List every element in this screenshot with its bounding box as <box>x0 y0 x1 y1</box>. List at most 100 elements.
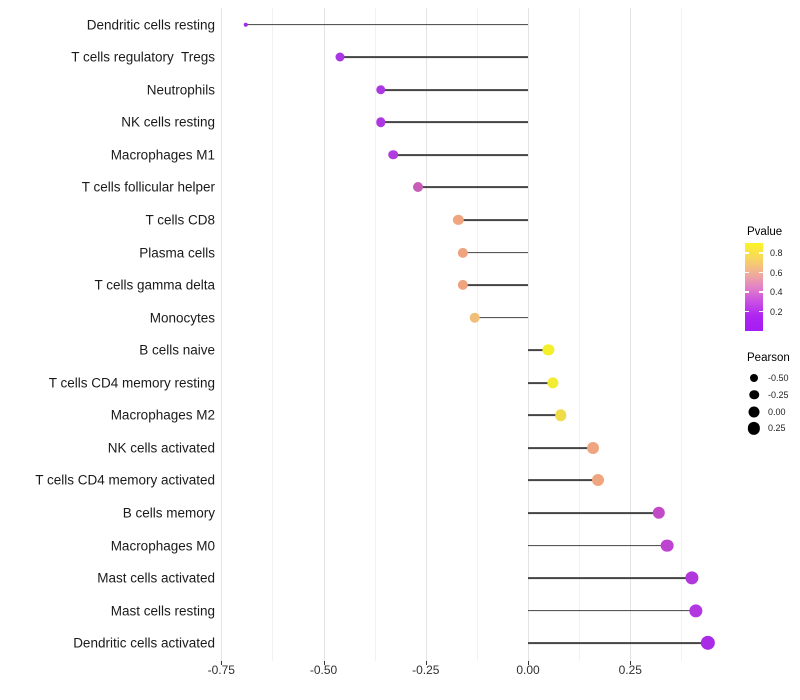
lollipop-stem <box>528 349 549 352</box>
y-axis-label: Mast cells resting <box>110 603 215 619</box>
y-axis-label: Dendritic cells resting <box>86 17 215 33</box>
pvalue-colorbar <box>745 243 763 331</box>
lollipop-stem <box>417 186 528 189</box>
x-axis-tick <box>221 661 223 665</box>
lollipop-stem <box>380 88 528 91</box>
lollipop-dot <box>700 635 716 651</box>
y-axis-label: Mast cells activated <box>97 570 215 586</box>
colorbar-tick <box>745 310 749 313</box>
x-tick-label: -0.75 <box>207 663 235 677</box>
y-axis-label: T cells CD4 memory resting <box>48 375 215 391</box>
pearson-legend-label: -0.25 <box>768 389 789 400</box>
lollipop-dot <box>591 474 604 487</box>
lollipop-stem <box>528 544 668 547</box>
y-axis-label: NK cells activated <box>107 440 215 456</box>
lollipop-dot <box>457 279 468 291</box>
major-gridline <box>425 8 427 661</box>
colorbar-tick <box>745 291 749 293</box>
pearson-legend-label: 0.25 <box>768 423 786 434</box>
x-axis-tick <box>323 661 325 665</box>
lollipop-dot <box>660 539 674 552</box>
colorbar-tick <box>759 271 763 274</box>
lollipop-stem <box>474 316 528 319</box>
y-axis-label: Macrophages M1 <box>110 147 215 163</box>
y-axis-label: Monocytes <box>149 310 215 326</box>
major-gridline <box>528 8 529 661</box>
pvalue-legend-title: Pvalue <box>747 226 783 238</box>
colorbar-tick <box>759 252 763 254</box>
lollipop-stem <box>528 381 553 384</box>
lollipop-dot <box>554 409 567 422</box>
minor-gridline <box>374 8 376 661</box>
lollipop-stem <box>528 642 708 645</box>
lollipop-dot <box>685 571 699 585</box>
lollipop-stem <box>528 479 598 482</box>
minor-gridline <box>579 8 581 661</box>
colorbar-tick <box>745 271 749 274</box>
lollipop-dot <box>388 150 398 160</box>
y-axis-label: Macrophages M2 <box>110 407 215 423</box>
lollipop-dot <box>542 344 555 356</box>
y-axis-label: Macrophages M0 <box>110 538 215 553</box>
pearson-legend-label: -0.50 <box>768 373 789 383</box>
lollipop-dot <box>412 182 423 193</box>
y-axis-label: B cells memory <box>122 505 215 521</box>
lollipop-stem <box>380 121 528 124</box>
x-tick-label: -0.25 <box>412 663 440 677</box>
x-tick-label: 0.00 <box>516 663 540 677</box>
major-gridline <box>323 8 325 661</box>
lollipop-stem <box>528 512 659 514</box>
lollipop-dot <box>457 247 468 258</box>
pearson-legend-label: 0.00 <box>768 406 786 417</box>
x-axis-tick <box>630 661 632 665</box>
major-gridline <box>630 8 632 661</box>
y-axis-label: B cells naive <box>139 342 215 358</box>
x-axis-tick <box>528 661 530 665</box>
y-axis-label: T cells regulatory Tregs <box>71 49 215 65</box>
lollipop-stem <box>462 251 528 254</box>
x-tick-label: -0.50 <box>309 663 338 677</box>
major-gridline <box>221 8 223 661</box>
pearson-legend-title: Pearson <box>747 352 790 364</box>
lollipop-stem <box>339 56 528 59</box>
pearson-legend-dot <box>750 374 758 382</box>
lollipop-dot <box>546 377 559 389</box>
lollipop-stem <box>528 577 692 579</box>
pvalue-tick-label: 0.6 <box>770 267 783 278</box>
y-axis-label: NK cells resting <box>121 114 215 130</box>
lollipop-stem <box>393 153 528 156</box>
lollipop-dot <box>376 117 386 128</box>
y-axis-label: Neutrophils <box>146 82 215 98</box>
pearson-legend-dot <box>747 422 761 435</box>
lollipop-dot <box>243 22 249 27</box>
lollipop-stem <box>528 414 561 417</box>
colorbar-tick <box>759 291 763 293</box>
y-axis-label: T cells CD4 memory activated <box>35 472 215 488</box>
lollipop-dot <box>376 85 386 95</box>
lollipop-dot <box>587 441 600 454</box>
lollipop-stem <box>458 219 528 221</box>
pearson-legend-dot <box>749 390 759 400</box>
lollipop-stem <box>245 23 528 26</box>
y-axis-label: Plasma cells <box>139 245 215 261</box>
y-axis-label: T cells CD8 <box>145 212 215 228</box>
pvalue-tick-label: 0.2 <box>770 306 783 317</box>
minor-gridline <box>476 8 478 661</box>
lollipop-dot <box>335 52 345 62</box>
pvalue-tick-label: 0.4 <box>770 287 783 298</box>
minor-gridline <box>681 8 683 661</box>
y-axis-label: T cells follicular helper <box>81 179 215 195</box>
minor-gridline <box>272 8 274 661</box>
colorbar-tick <box>745 252 749 254</box>
lollipop-dot <box>453 214 464 226</box>
lollipop-stem <box>528 609 696 612</box>
x-axis-tick <box>425 661 427 665</box>
y-axis-label: Dendritic cells activated <box>73 635 215 651</box>
colorbar-tick <box>759 310 763 313</box>
lollipop-dot <box>689 603 703 618</box>
pearson-legend-dot <box>748 406 760 418</box>
pvalue-tick-label: 0.8 <box>770 248 783 259</box>
lollipop-stem <box>462 284 528 286</box>
lollipop-dot <box>469 312 481 323</box>
